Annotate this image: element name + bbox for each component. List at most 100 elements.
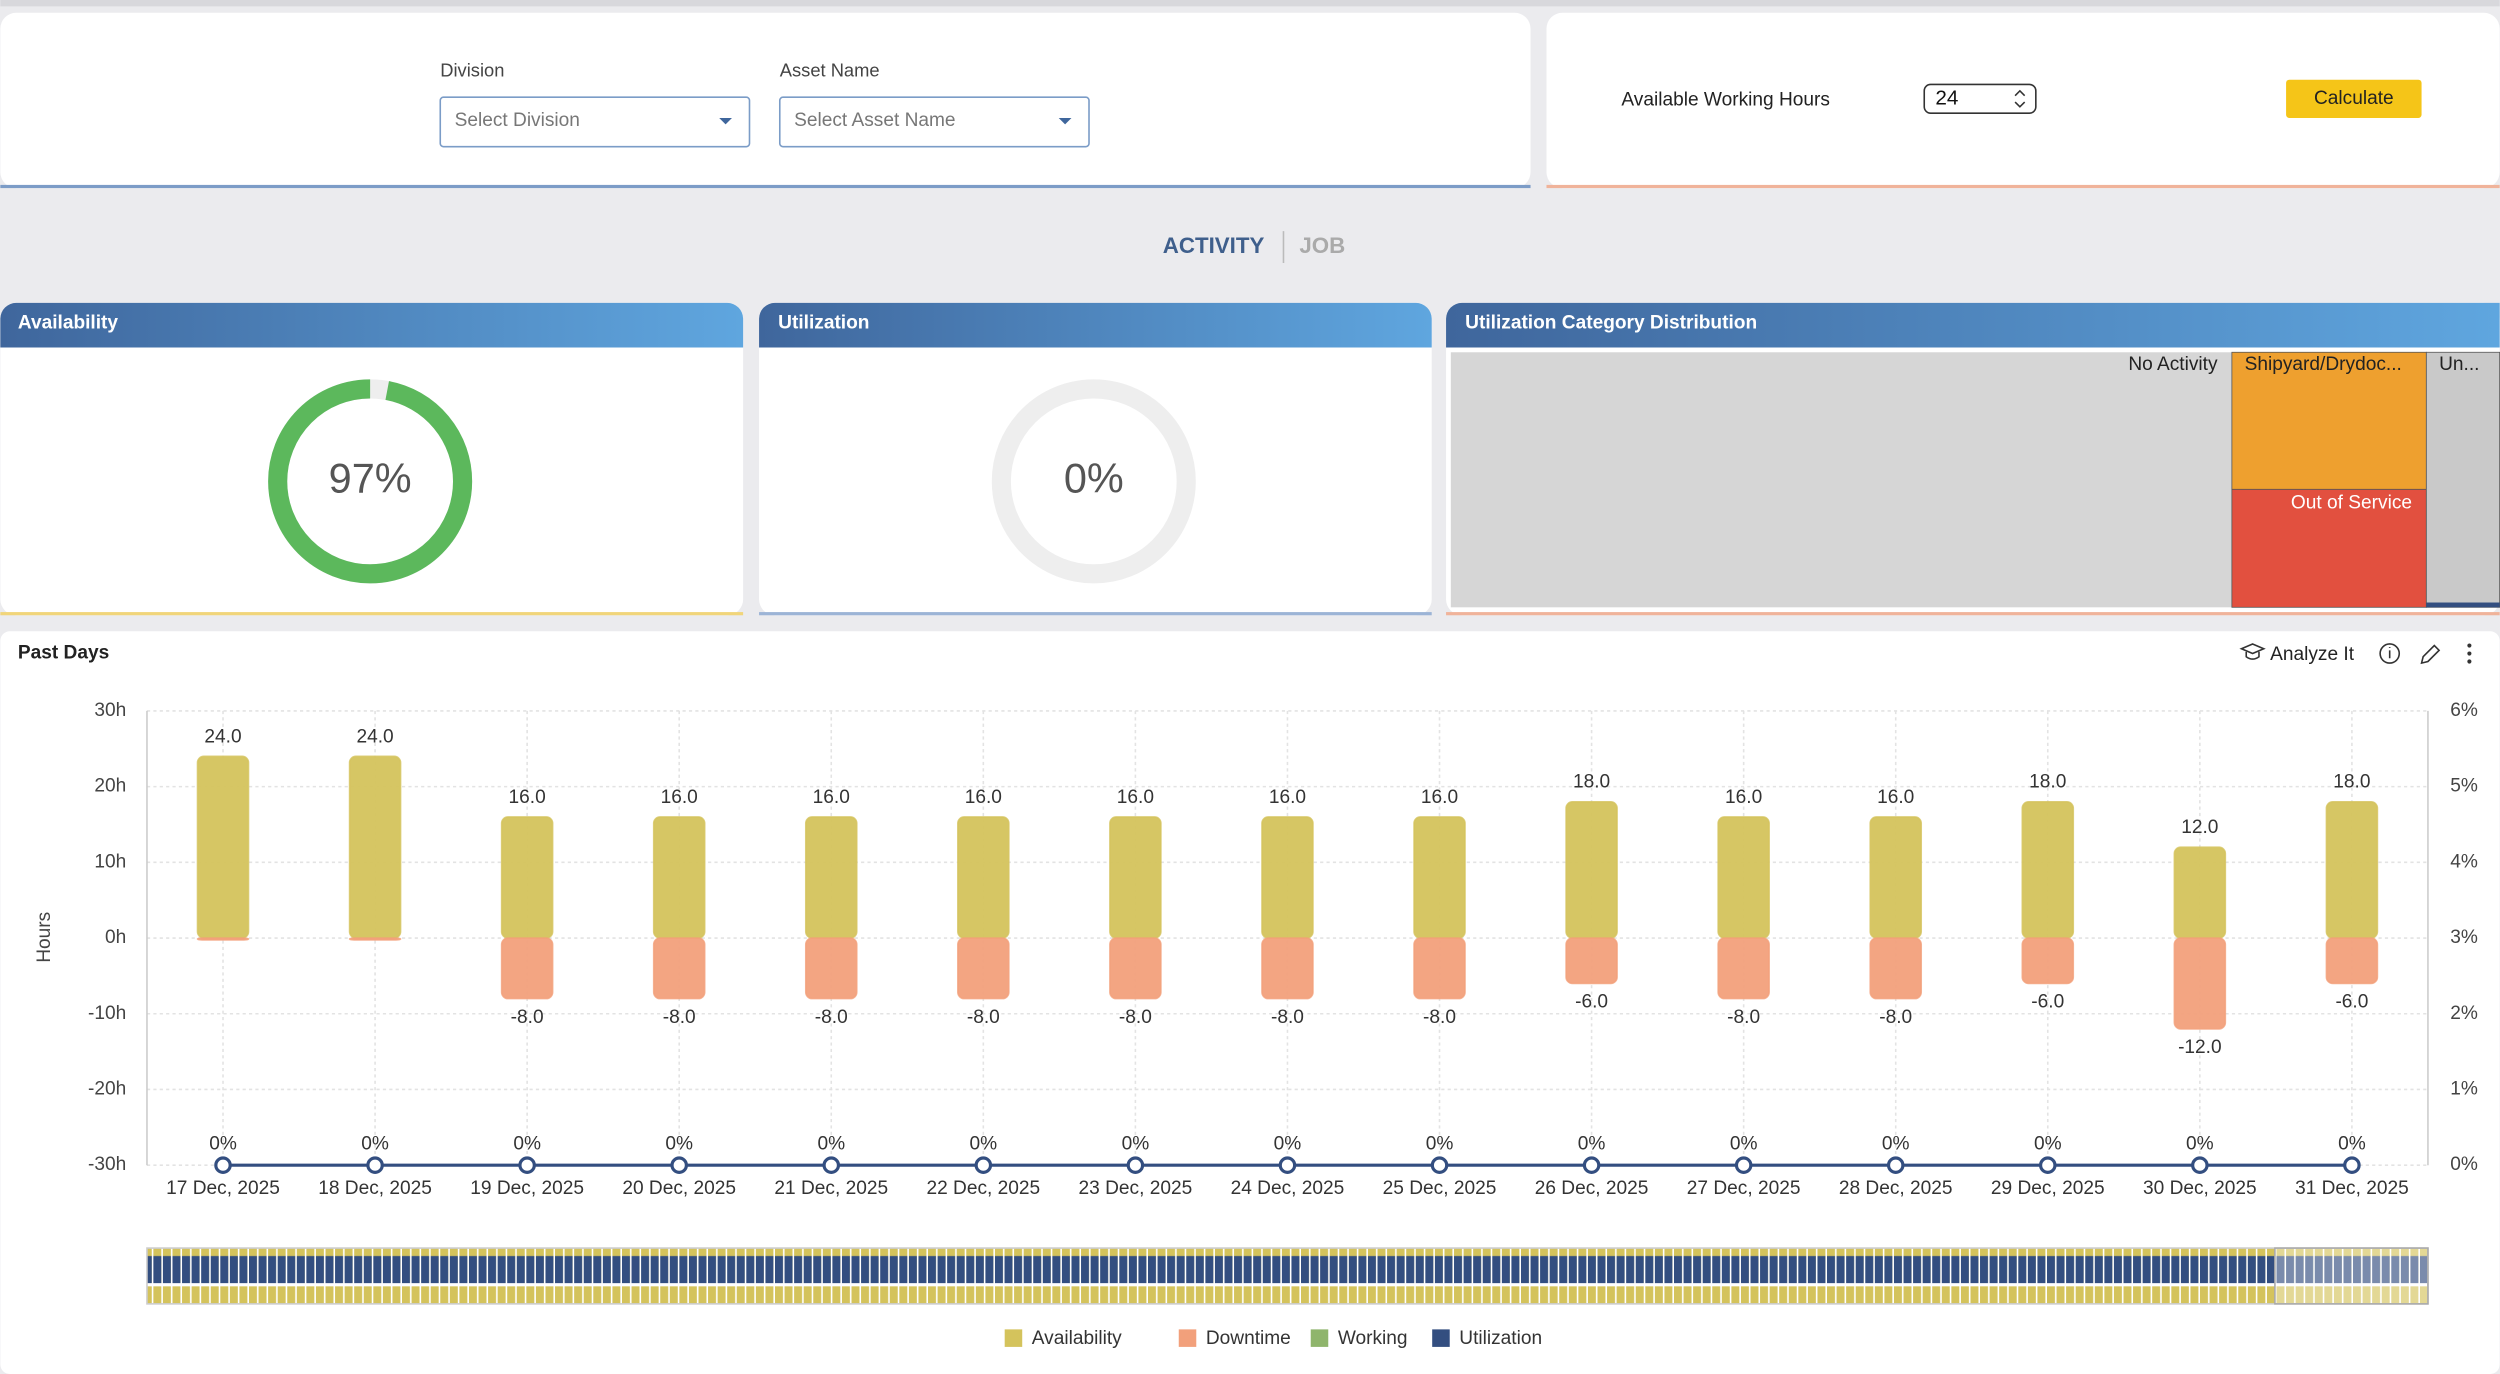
y-tick-label: 30h — [94, 700, 126, 721]
filter-label: Division — [440, 60, 504, 81]
card-header — [1446, 302, 2500, 348]
x-tick-label: 27 Dec, 2025 — [1687, 1178, 1801, 1199]
x-tick-label: 31 Dec, 2025 — [2295, 1178, 2409, 1199]
bar — [500, 816, 554, 939]
y-tick-label: 20h — [94, 776, 126, 797]
filter-label: Asset Name — [780, 60, 880, 81]
data-label: 12.0 — [2181, 817, 2218, 838]
x-tick-label: 20 Dec, 2025 — [622, 1178, 736, 1199]
data-label: 0% — [2186, 1134, 2214, 1155]
bar — [1565, 800, 1618, 939]
y-tick-label: 10h — [94, 851, 126, 872]
card-title: Utilization — [778, 313, 869, 334]
bar — [2021, 800, 2075, 939]
data-label: -8.0 — [1271, 1007, 1304, 1028]
bar — [2325, 937, 2379, 985]
data-label: 18.0 — [2029, 772, 2066, 793]
data-label: -8.0 — [663, 1007, 696, 1028]
bar — [1869, 816, 1923, 939]
analyze-button[interactable]: Analyze It — [2270, 644, 2355, 665]
bar — [2021, 937, 2075, 985]
data-label: 16.0 — [1725, 787, 1762, 808]
y2-tick-label: 2% — [2450, 1003, 2478, 1024]
info-icon[interactable] — [2379, 643, 2401, 664]
data-label: 0% — [2338, 1134, 2366, 1155]
x-tick-label: 24 Dec, 2025 — [1231, 1178, 1345, 1199]
hours-label: Available Working Hours — [1621, 89, 1830, 110]
bar — [1869, 937, 1923, 1000]
data-label: 0% — [1730, 1134, 1758, 1155]
treemap-cell[interactable] — [2425, 351, 2500, 608]
treemap-label: No Activity — [2128, 354, 2218, 375]
data-label: 18.0 — [2333, 772, 2370, 793]
tab-active[interactable]: ACTIVITY — [1163, 233, 1265, 258]
bar — [1109, 937, 1162, 1000]
data-label: 0% — [1578, 1134, 1606, 1155]
gauge-track — [991, 379, 1196, 584]
hours-value: 24 — [1935, 86, 1958, 109]
y2-tick-label: 1% — [2450, 1079, 2478, 1100]
legend-label: Downtime — [1206, 1328, 1291, 1349]
y-tick-label: 0h — [105, 927, 126, 948]
bar — [1413, 937, 1466, 1000]
y-tick-label: -20h — [88, 1079, 126, 1100]
calculate-button[interactable] — [2286, 79, 2422, 118]
x-tick-label: 18 Dec, 2025 — [318, 1178, 432, 1199]
legend-swatch — [1310, 1329, 1329, 1347]
line-point — [1886, 1156, 1905, 1174]
data-label: 16.0 — [1877, 787, 1914, 808]
legend-label: Availability — [1032, 1328, 1122, 1349]
division-select[interactable] — [439, 96, 751, 148]
x-tick-label: 17 Dec, 2025 — [166, 1178, 280, 1199]
menu-icon[interactable] — [2467, 643, 2472, 664]
bar — [957, 937, 1010, 1000]
navigator[interactable] — [146, 1247, 2429, 1305]
bar — [2173, 846, 2227, 939]
y-tick-label: -30h — [88, 1154, 126, 1175]
bar — [1717, 816, 1770, 939]
x-tick-label: 21 Dec, 2025 — [774, 1178, 888, 1199]
line-point — [2039, 1156, 2057, 1174]
x-tick-label: 23 Dec, 2025 — [1079, 1178, 1193, 1199]
x-tick-label: 29 Dec, 2025 — [1991, 1178, 2105, 1199]
y2-tick-label: 6% — [2450, 700, 2478, 721]
data-label: -8.0 — [1727, 1007, 1760, 1028]
tab[interactable]: JOB — [1299, 233, 1345, 258]
bar — [348, 755, 402, 939]
bar — [1413, 816, 1466, 939]
data-label: 24.0 — [204, 726, 241, 747]
edit-icon[interactable] — [2420, 644, 2441, 665]
line-point — [1278, 1156, 1297, 1174]
data-label: -6.0 — [2031, 992, 2064, 1013]
gauge-card — [0, 302, 744, 616]
legend-label: Working — [1338, 1328, 1408, 1349]
data-label: 0% — [817, 1134, 845, 1155]
gauge-value: 97% — [329, 454, 412, 501]
navigator-window[interactable] — [2274, 1247, 2429, 1305]
y2-tick-label: 5% — [2450, 776, 2478, 797]
bar — [1109, 816, 1162, 939]
chart-title: Past Days — [18, 643, 109, 664]
bar — [1261, 937, 1314, 1000]
bar — [957, 816, 1010, 939]
dropdown-arrow — [1058, 117, 1072, 125]
treemap-cell[interactable] — [1450, 352, 2232, 608]
gauge-arc — [268, 379, 473, 584]
bar — [1261, 816, 1314, 939]
treemap-cell[interactable] — [2231, 488, 2427, 608]
data-label: -8.0 — [1423, 1007, 1456, 1028]
data-label: -8.0 — [1879, 1007, 1912, 1028]
bar — [196, 755, 250, 939]
bar — [2325, 800, 2379, 939]
y2-tick-label: 3% — [2450, 927, 2478, 948]
card-edge — [759, 612, 1432, 616]
asset-select[interactable] — [778, 96, 1090, 148]
data-label: 0% — [1882, 1134, 1910, 1155]
x-tick-label: 26 Dec, 2025 — [1535, 1178, 1649, 1199]
x-tick-label: 19 Dec, 2025 — [470, 1178, 584, 1199]
hours-input[interactable] — [1923, 83, 2037, 114]
data-label: 0% — [209, 1134, 237, 1155]
treemap-cell[interactable] — [2231, 351, 2427, 490]
card-title: Availability — [18, 313, 119, 334]
